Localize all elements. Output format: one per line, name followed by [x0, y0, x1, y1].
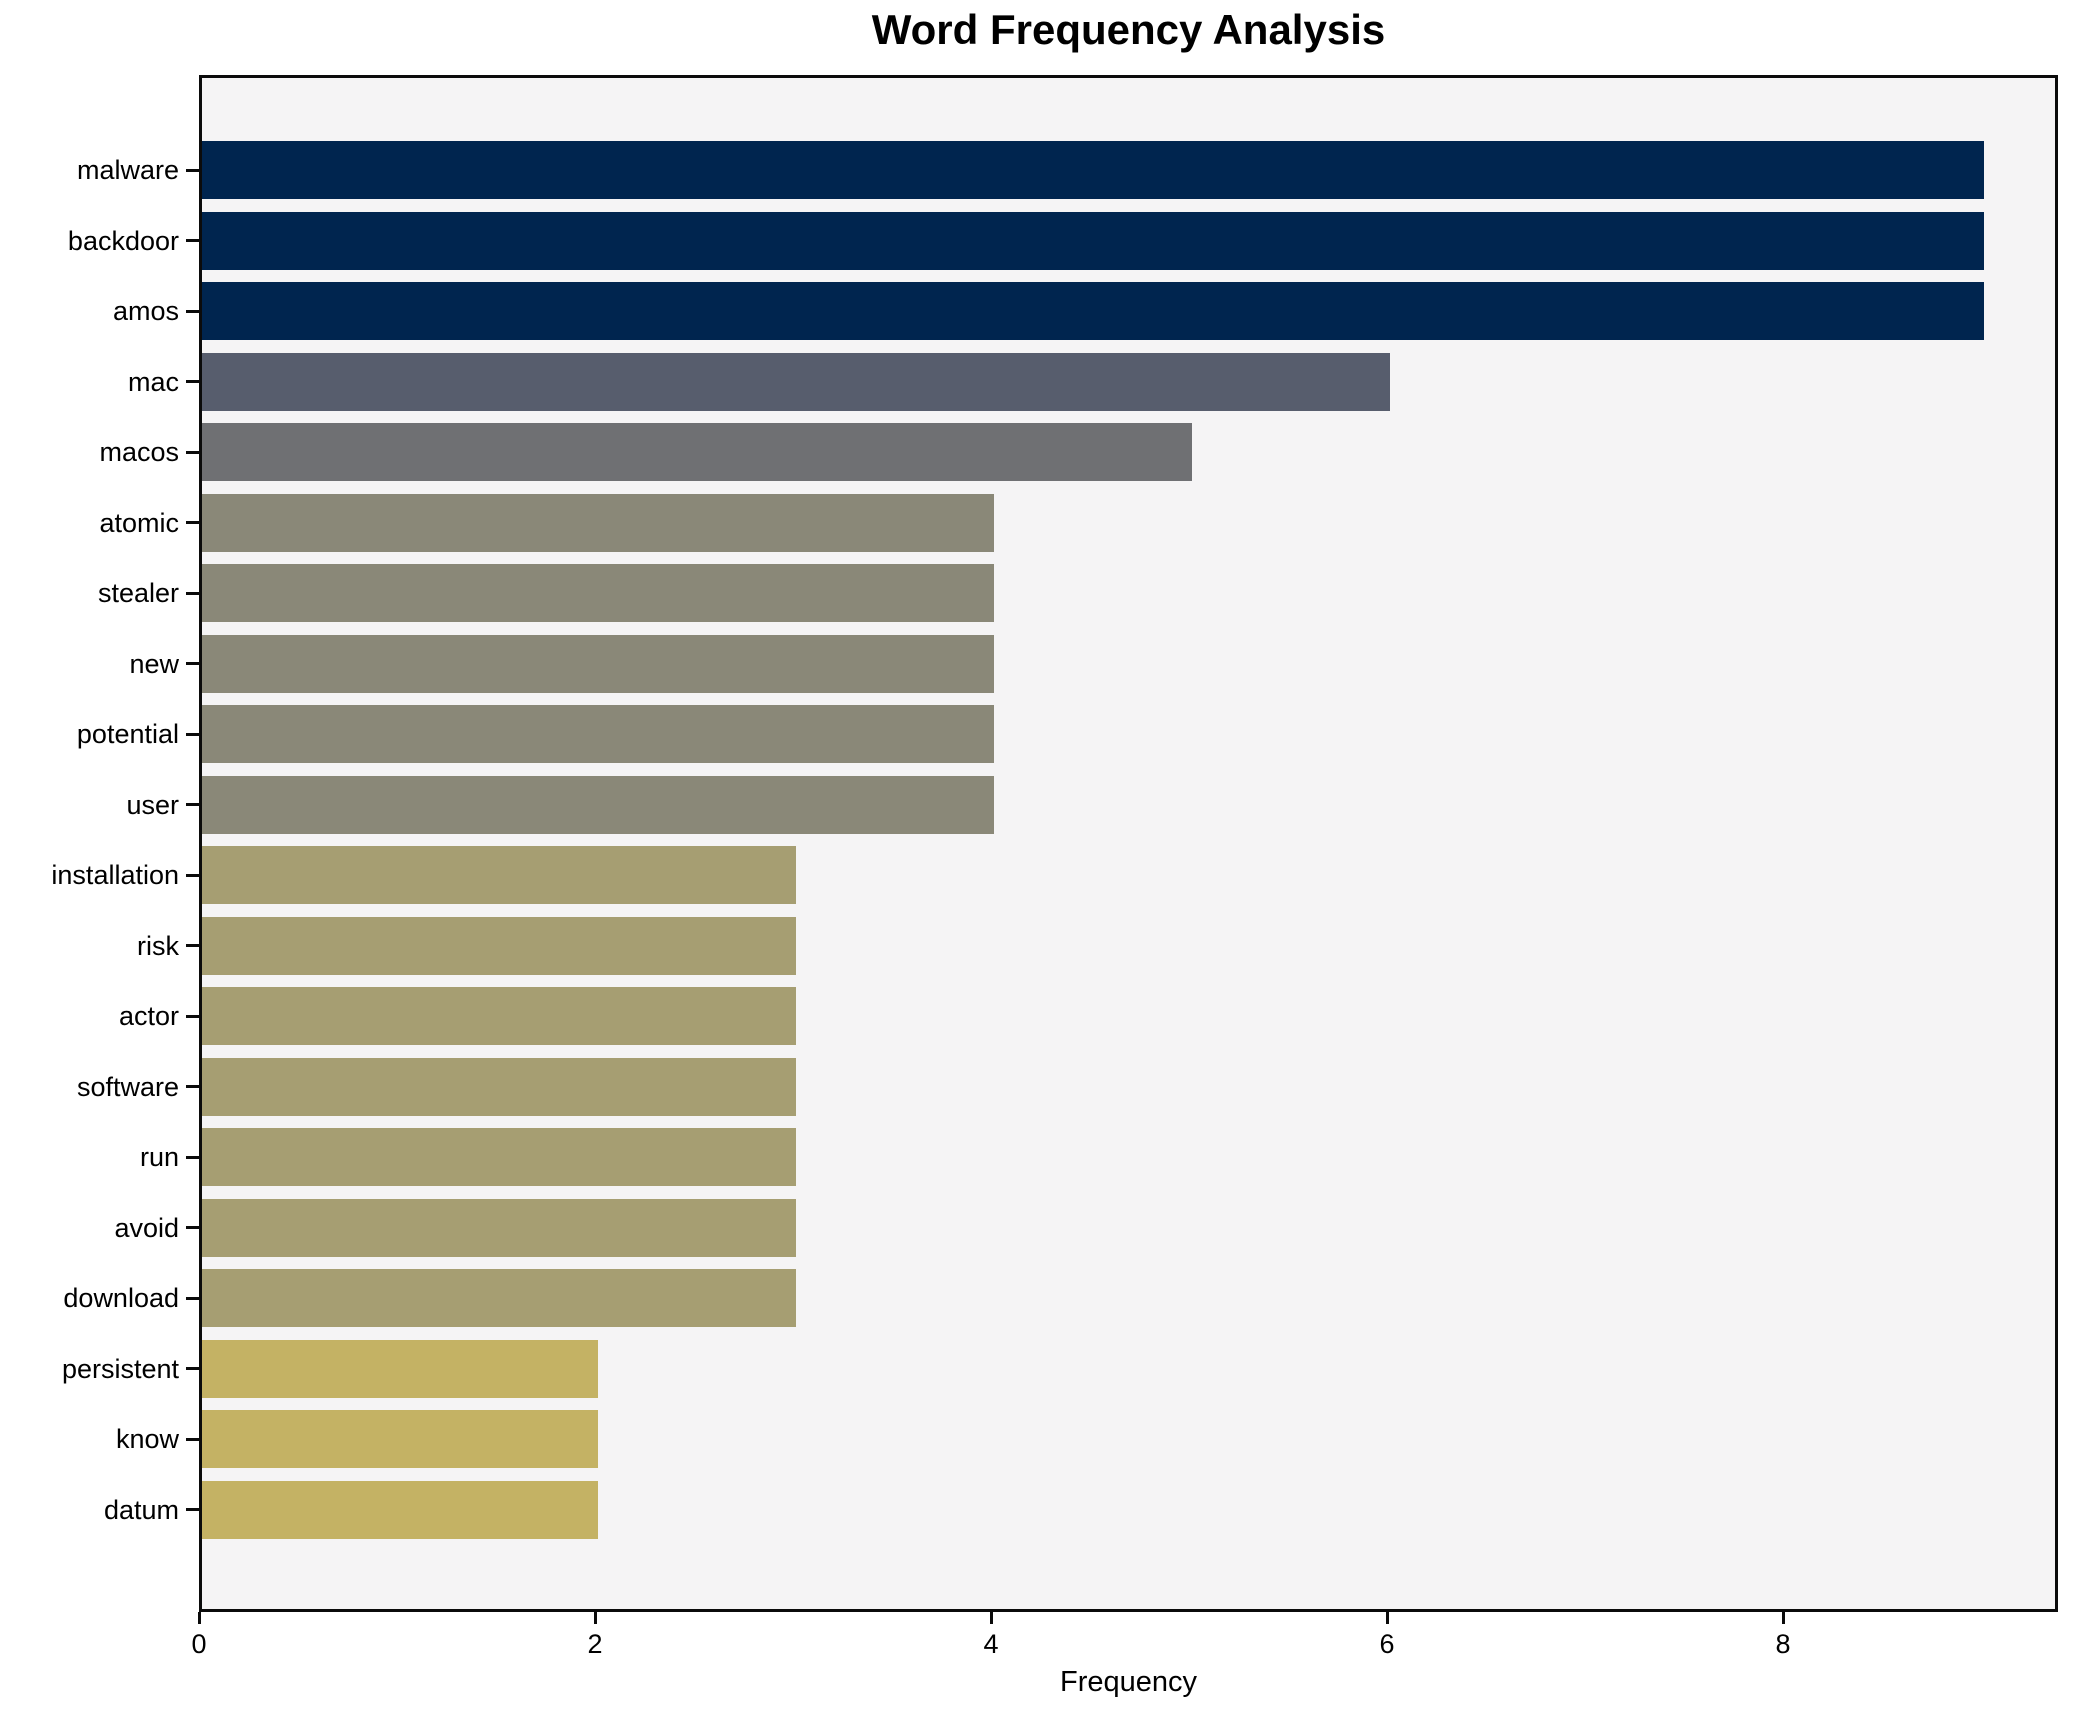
y-tick-mark [186, 1437, 199, 1441]
y-tick-mark [186, 1296, 199, 1300]
y-tick-label-backdoor: backdoor [67, 225, 179, 256]
y-tick-mark [186, 450, 199, 454]
y-tick-mark [186, 1155, 199, 1159]
y-tick-label-new: new [129, 648, 179, 679]
y-tick-label-atomic: atomic [99, 507, 179, 538]
bar-persistent [202, 1339, 598, 1398]
y-tick-label-stealer: stealer [97, 578, 179, 608]
y-tick-mark [186, 239, 199, 242]
y-tick-label-download: download [63, 1283, 179, 1313]
y-tick-label-amos: amos [112, 296, 179, 326]
x-tick-label-0: 0 [191, 1629, 207, 1659]
y-tick-mark [186, 1508, 199, 1511]
bar-backdoor [202, 211, 1984, 270]
y-tick-label-persistent: persistent [61, 1353, 179, 1384]
y-tick-mark [186, 662, 199, 665]
bar-stealer [202, 564, 994, 622]
bar-new [202, 634, 994, 693]
y-tick-label-mac: mac [127, 366, 179, 397]
bar-potential [202, 705, 994, 763]
bar-amos [202, 282, 1984, 340]
y-tick-label-malware: malware [76, 155, 179, 185]
y-tick-label-software: software [76, 1071, 179, 1102]
y-tick-label-user: user [126, 789, 179, 820]
bar-download [202, 1269, 796, 1327]
bar-software [202, 1057, 796, 1116]
y-tick-label-risk: risk [137, 930, 179, 961]
chart-title: Word Frequency Analysis [871, 6, 1386, 53]
bar-installation [202, 846, 796, 904]
bar-malware [202, 141, 1984, 199]
y-tick-mark [186, 1367, 199, 1370]
y-tick-mark [186, 168, 199, 172]
y-tick-label-potential: potential [76, 719, 179, 749]
x-tick-label-4: 4 [983, 1629, 999, 1659]
bar-actor [202, 987, 796, 1045]
y-tick-mark [186, 732, 199, 736]
bar-atomic [202, 493, 994, 552]
bar-avoid [202, 1198, 796, 1257]
bar-macos [202, 423, 1192, 481]
y-tick-mark [186, 803, 199, 806]
y-tick-mark [186, 873, 199, 877]
x-tick-mark [1385, 1612, 1389, 1624]
y-tick-mark [186, 380, 199, 383]
y-tick-label-installation: installation [51, 860, 179, 890]
y-tick-label-macos: macos [99, 437, 179, 467]
y-tick-mark [186, 1226, 199, 1229]
bar-user [202, 775, 994, 834]
y-tick-mark [186, 944, 199, 947]
y-tick-label-actor: actor [118, 1001, 179, 1031]
y-tick-mark [186, 1085, 199, 1088]
y-tick-label-run: run [139, 1142, 179, 1172]
bar-run [202, 1128, 796, 1186]
x-tick-mark [989, 1612, 993, 1624]
y-tick-mark [186, 1014, 199, 1018]
x-tick-label-8: 8 [1775, 1629, 1791, 1659]
y-tick-label-avoid: avoid [114, 1212, 179, 1243]
x-tick-mark [197, 1612, 201, 1624]
x-tick-label-2: 2 [587, 1629, 603, 1659]
y-tick-label-datum: datum [103, 1494, 179, 1525]
bar-mac [202, 352, 1390, 411]
x-tick-mark [1781, 1612, 1785, 1624]
bar-risk [202, 916, 796, 975]
x-tick-label-6: 6 [1379, 1629, 1395, 1659]
y-tick-mark [186, 591, 199, 595]
bar-datum [202, 1480, 598, 1539]
plot-area [199, 75, 2058, 1612]
x-tick-mark [593, 1612, 597, 1624]
y-tick-mark [186, 309, 199, 313]
bar-know [202, 1410, 598, 1468]
y-tick-label-know: know [115, 1424, 179, 1454]
y-tick-mark [186, 521, 199, 524]
x-axis-label: Frequency [1059, 1666, 1197, 1698]
